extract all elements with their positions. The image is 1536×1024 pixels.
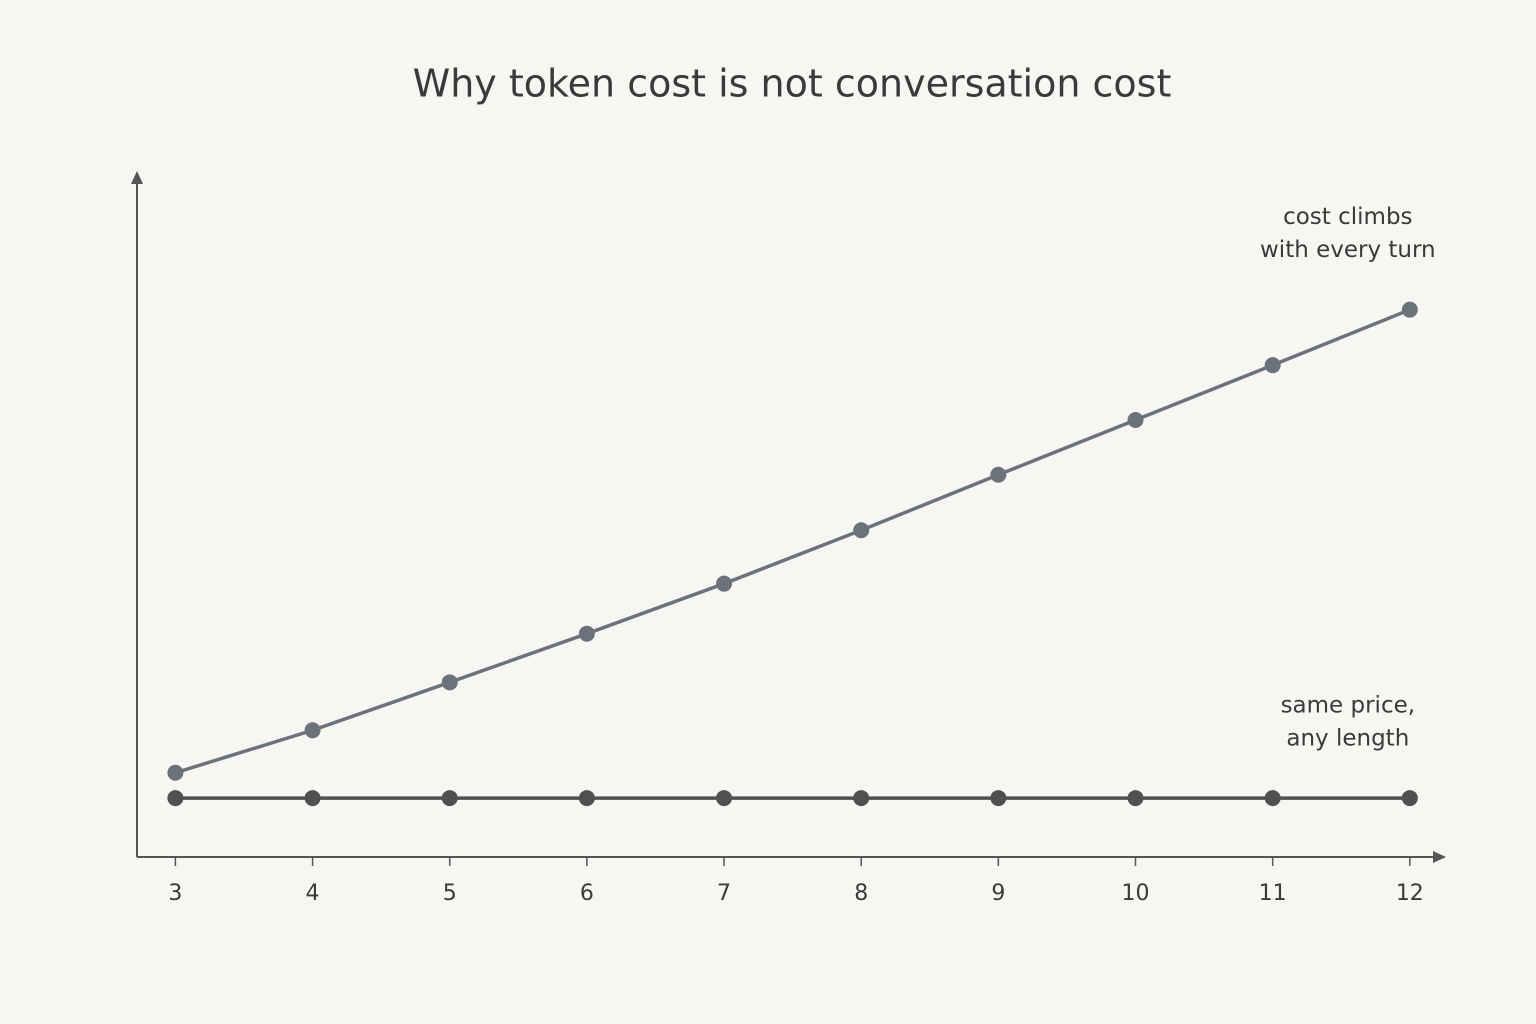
x-tick-label: 8 — [854, 881, 868, 906]
data-point — [578, 790, 595, 807]
x-tick-label: 4 — [306, 881, 320, 906]
annotation: with every turn — [1260, 237, 1436, 263]
x-tick-label: 12 — [1396, 881, 1424, 906]
data-point — [990, 466, 1007, 483]
data-point — [167, 790, 184, 807]
x-tick-label: 11 — [1259, 881, 1287, 906]
data-point — [716, 575, 733, 592]
x-tick-label: 5 — [443, 881, 457, 906]
x-tick-label: 9 — [991, 881, 1005, 906]
data-point — [1264, 357, 1281, 374]
data-point — [578, 625, 595, 642]
x-tick-label: 10 — [1122, 881, 1150, 906]
data-point — [1401, 790, 1418, 807]
data-point — [1401, 301, 1418, 318]
data-point — [1127, 790, 1144, 807]
data-point — [716, 790, 733, 807]
data-point — [304, 722, 321, 739]
data-point — [441, 674, 458, 691]
data-point — [1127, 411, 1144, 428]
data-point — [990, 790, 1007, 807]
x-tick-label: 7 — [717, 881, 731, 906]
annotation: cost climbs — [1283, 204, 1412, 230]
x-tick-label: 3 — [168, 881, 182, 906]
y-axis-arrow — [131, 171, 143, 184]
data-point — [304, 790, 321, 807]
x-axis-arrow — [1433, 851, 1446, 863]
data-point — [441, 790, 458, 807]
series-line — [174, 308, 1411, 775]
annotation: same price, — [1281, 693, 1416, 719]
annotation: any length — [1286, 726, 1409, 752]
data-point — [853, 522, 870, 539]
data-point — [853, 790, 870, 807]
chart-title: Why token cost is not conversation cost — [413, 62, 1172, 106]
x-tick-label: 6 — [580, 881, 594, 906]
data-point — [167, 764, 184, 781]
data-point — [1264, 790, 1281, 807]
